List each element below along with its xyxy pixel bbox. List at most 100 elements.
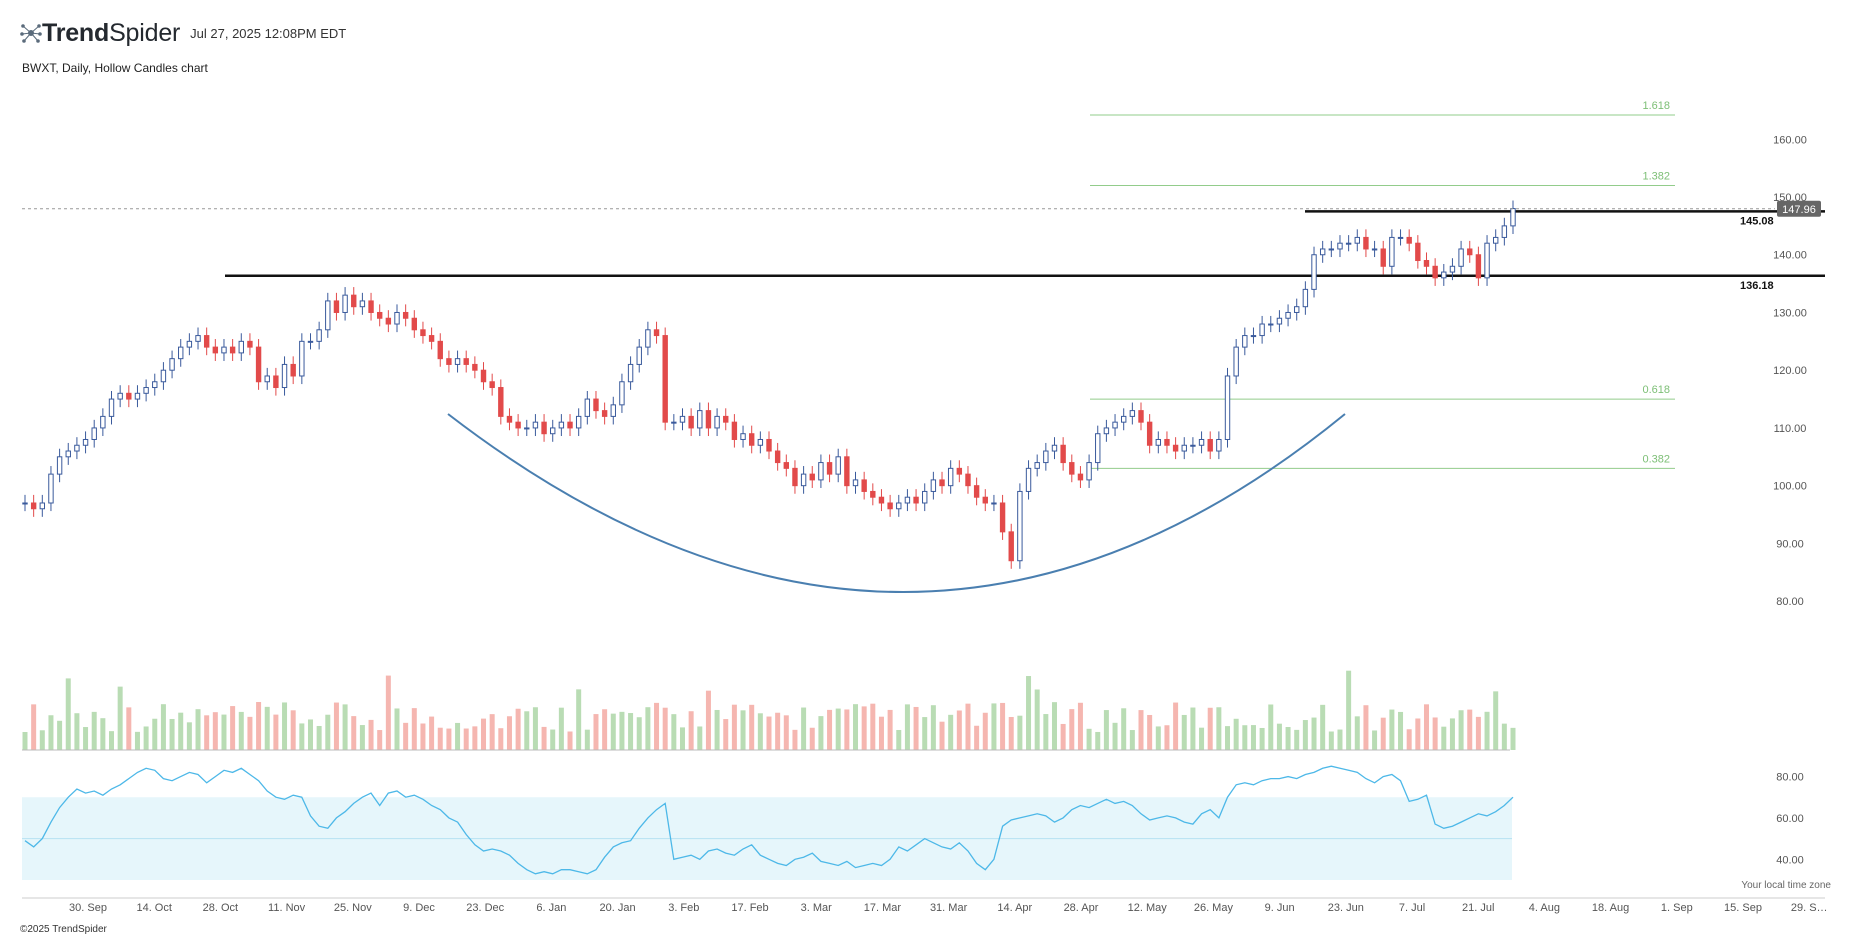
candle-body <box>1086 462 1092 481</box>
candle-body <box>515 421 521 429</box>
candle-body <box>91 427 97 440</box>
candle-body <box>1242 335 1248 348</box>
candle-body <box>1112 421 1118 429</box>
volume-bar <box>1285 727 1291 750</box>
rsi-tick-label: 40.00 <box>1776 854 1804 866</box>
volume-bar <box>948 714 954 750</box>
candle-body <box>212 346 219 354</box>
volume-bar <box>1398 711 1404 750</box>
fib-level-label: 0.382 <box>1642 453 1670 465</box>
candle-body <box>1034 462 1040 469</box>
volume-bar <box>783 715 789 750</box>
volume-bar <box>628 713 634 750</box>
volume-bar <box>1475 716 1481 750</box>
volume-bar <box>273 714 279 750</box>
volume-bar <box>489 714 495 750</box>
rsi-line <box>24 765 1514 875</box>
rsi-tick-label: 60.00 <box>1776 813 1804 825</box>
volume-bar <box>143 726 149 750</box>
volume-bar <box>1346 670 1352 750</box>
candle-body <box>1467 248 1473 256</box>
volume-bar <box>377 730 383 750</box>
last-price-label: 147.96 <box>1782 204 1816 216</box>
volume-bar <box>1233 718 1239 750</box>
candle-body <box>463 358 469 365</box>
candle-body <box>1181 444 1187 452</box>
candle-body <box>861 479 867 492</box>
candle-body <box>30 502 37 510</box>
candle-body <box>792 467 798 487</box>
candle-body <box>878 496 885 504</box>
volume-bar <box>446 728 452 750</box>
candle-body <box>48 473 54 504</box>
volume-bar <box>1043 714 1049 750</box>
volume-bar <box>385 675 391 750</box>
volume-bar <box>368 719 374 750</box>
candle-body <box>264 375 270 383</box>
candle-body <box>835 456 841 475</box>
candle-body <box>619 381 625 406</box>
volume-bar <box>861 706 867 750</box>
x-tick-label: 14. Oct <box>136 902 171 914</box>
candle-body <box>342 294 348 313</box>
candle-body <box>748 433 755 446</box>
candle-body <box>662 335 668 423</box>
volume-bar <box>1484 711 1490 750</box>
y-tick-label: 120.00 <box>1773 365 1807 377</box>
volume-bar <box>117 686 123 750</box>
candle-body <box>290 363 296 377</box>
volume-bar <box>238 711 244 750</box>
volume-bar <box>1181 714 1187 750</box>
volume-bar <box>420 723 426 750</box>
x-tick-label: 3. Mar <box>801 902 833 914</box>
volume-bar <box>411 708 417 750</box>
candle-body <box>532 421 539 429</box>
x-tick-label: 23. Jun <box>1328 902 1364 914</box>
volume-bar <box>809 727 815 750</box>
volume-bar <box>749 704 755 750</box>
candle-body <box>178 346 184 360</box>
candle-body <box>697 410 703 429</box>
volume-bar <box>247 716 253 750</box>
candle-body <box>143 387 149 394</box>
volume-bar <box>230 706 236 750</box>
candle-body <box>870 490 876 498</box>
volume-bar <box>1449 718 1455 750</box>
candle-body <box>1164 438 1170 446</box>
volume-bar <box>645 707 651 750</box>
volume-bar <box>1095 731 1101 750</box>
candle-body <box>645 329 651 348</box>
x-tick-label: 17. Mar <box>864 902 902 914</box>
candle-body <box>818 462 824 481</box>
candle-body <box>411 317 418 331</box>
y-tick-label: 160.00 <box>1773 134 1807 146</box>
volume-bar <box>602 709 608 750</box>
candle-body <box>852 479 859 487</box>
volume-bar <box>186 722 192 750</box>
volume-bar <box>1363 705 1369 750</box>
candle-body <box>1415 242 1421 262</box>
candle-body <box>454 358 461 365</box>
volume-bar <box>134 731 140 750</box>
volume-bar <box>922 717 928 750</box>
candle-body <box>1017 490 1023 562</box>
volume-bar <box>1121 708 1127 750</box>
brand-name: TrendSpider <box>42 18 181 47</box>
candle-body <box>913 496 919 504</box>
x-tick-label: 14. Apr <box>997 902 1032 914</box>
candle-body <box>446 358 452 365</box>
candle-body <box>1423 260 1430 267</box>
volume-bar <box>1354 716 1360 750</box>
chart-subtitle: BWXT, Daily, Hollow Candles chart <box>22 61 208 75</box>
candle-body <box>601 410 608 417</box>
candle-body <box>307 340 314 343</box>
candle-body <box>238 340 244 354</box>
candle-body <box>671 421 677 424</box>
volume-bar <box>463 728 469 750</box>
candle-body <box>714 415 720 429</box>
volume-bar <box>697 726 703 750</box>
candle-body <box>982 496 988 504</box>
volume-bar <box>316 725 322 750</box>
volume-bar <box>1268 704 1274 750</box>
